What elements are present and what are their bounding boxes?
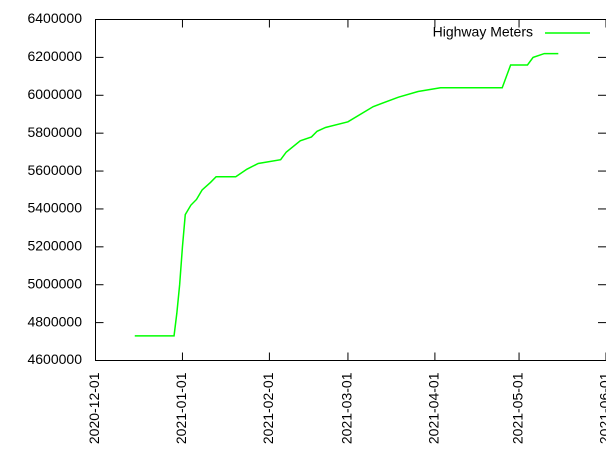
x-tick-label: 2021-03-01 (339, 372, 355, 444)
x-tick-label: 2020-12-01 (86, 372, 102, 444)
line (134, 52, 559, 337)
y-tick-label: 4600000 (27, 351, 82, 367)
y-tick-label: 6000000 (27, 86, 82, 102)
plot-border (95, 19, 606, 361)
x-tick-label: 2021-01-01 (173, 372, 189, 444)
y-tick-label: 5200000 (27, 238, 82, 254)
y-tick-label: 5600000 (27, 162, 82, 178)
x-tick-label: 2021-05-01 (510, 372, 526, 444)
y-tick-label: 6400000 (27, 10, 82, 26)
x-tick-label: 2021-02-01 (260, 372, 276, 444)
y-tick-label: 5400000 (27, 200, 82, 216)
x-tick-label: 2021-06-01 (597, 372, 606, 444)
y-tick-label: 5000000 (27, 275, 82, 291)
y-tick-label: 4800000 (27, 313, 82, 329)
y-tick-label: 5800000 (27, 124, 82, 140)
x-tick-label: 2021-04-01 (426, 372, 442, 444)
legend-label: Highway Meters (433, 24, 533, 40)
y-tick-label: 6200000 (27, 48, 82, 64)
